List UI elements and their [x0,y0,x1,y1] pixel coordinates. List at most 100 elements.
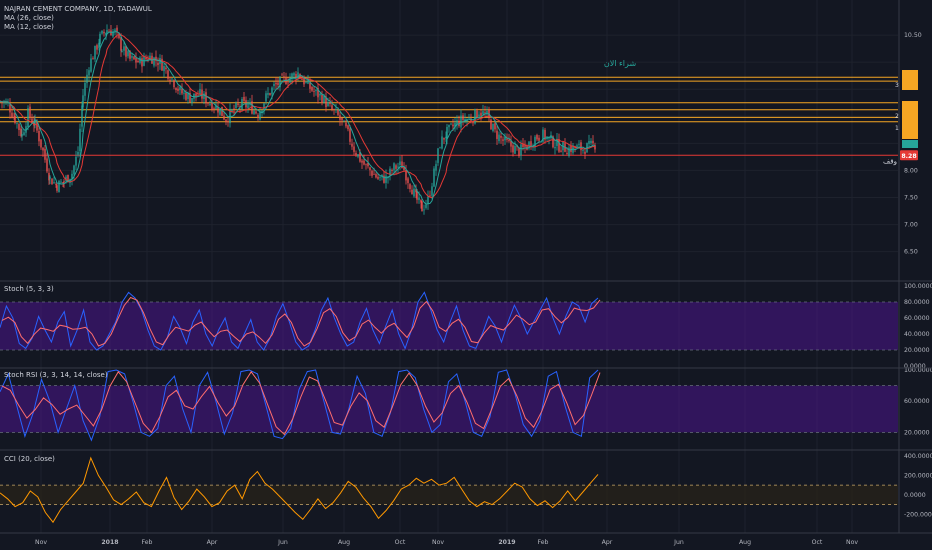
candle-body [141,58,143,67]
candle-body [494,123,496,130]
candle-body [116,27,118,33]
candle-body [375,174,377,178]
candle-body [237,103,239,106]
candle-body [450,123,452,125]
candle-body [94,45,96,60]
candle-body [121,51,123,53]
candle-body [395,165,397,169]
candle-body [391,169,393,171]
candle-body [267,93,269,95]
candle-body [349,128,351,142]
candle-body [335,109,337,111]
candle-body [181,88,183,94]
chart-legend: NAJRAN CEMENT COMPANY, 1D, TADAWUL MA (2… [4,5,152,32]
last-price-text: 8.28 [901,153,916,160]
candle-body [337,110,339,115]
oscillator-tick-label: -200.0000 [904,511,932,518]
candle-body [183,92,185,94]
last-price-badge [900,150,918,161]
candle-body [53,182,55,184]
candle-body [255,111,257,114]
candle-body [42,147,44,151]
candle-body [570,145,572,152]
time-tick-label: Oct [812,539,823,546]
candle-body [247,105,249,109]
candle-body [482,111,484,115]
candle-body [331,105,333,110]
price-tick-label: 8.00 [904,167,918,174]
gridlines [0,0,898,533]
candle-body [273,83,275,86]
candle-body [353,146,355,152]
candle-body [409,184,411,190]
candle-body [205,92,207,104]
time-tick-label: Apr [207,539,218,546]
candle-body [371,170,373,176]
time-tick-label: 2019 [498,539,515,546]
candle-body [241,99,243,110]
ma12-legend: MA (12, close) [4,23,54,31]
time-tick-label: Nov [35,539,47,546]
candle-body [9,104,11,113]
candle-body [203,93,205,99]
candle-body [73,165,75,175]
oscillator-tick-label: 0.0000 [904,492,926,499]
candle-body [476,110,478,118]
candle-body [90,58,92,72]
candle-body [55,184,57,185]
price-tick-label: 6.50 [904,249,918,256]
candle-body [259,111,261,120]
candle-body [33,121,35,126]
candle-body [86,74,88,84]
candle-body [135,57,137,63]
candle-body [321,94,323,103]
candle-body [175,87,177,91]
candle-body [552,136,554,148]
candle-body [433,168,435,187]
candle-body [420,199,422,203]
candle-body [522,144,524,147]
candle-body [486,110,488,114]
candle-body [590,140,592,144]
candle-body [185,92,187,100]
candle-body [265,93,267,102]
candle-body [77,151,79,155]
time-tick-label: Aug [338,539,350,546]
target-box [902,101,918,139]
candle-body [46,158,48,172]
candle-body [373,173,375,175]
candle-body [510,140,512,147]
candle-body [536,135,538,140]
candle-body [165,67,167,70]
candle-body [27,108,29,127]
candle-body [311,87,313,91]
candle-body [445,136,447,139]
candle-body [98,42,100,48]
candle-body [319,93,321,96]
candle-body [357,154,359,157]
candle-body [257,114,259,118]
candle-body [389,168,391,176]
time-tick-label: Nov [432,539,444,546]
candle-body [14,115,16,123]
cci-legend: CCI (20, close) [4,455,55,463]
candle-body [359,152,361,162]
candle-body [197,95,199,97]
candle-body [58,180,60,193]
candle-body [592,140,594,144]
candle-body [448,124,450,128]
candle-body [297,72,299,79]
candle-body [25,126,27,133]
candle-body [303,77,305,85]
candle-body [506,138,508,140]
candle-body [556,138,558,146]
candle-body [524,145,526,147]
candle-body [31,118,33,123]
candle-body [153,57,155,66]
candle-body [416,190,418,200]
candle-body [365,163,367,165]
oscillator-tick-label: 0.0000 [904,363,926,370]
candle-body [261,110,263,113]
candle-body [101,30,103,34]
candle-body [518,147,520,157]
